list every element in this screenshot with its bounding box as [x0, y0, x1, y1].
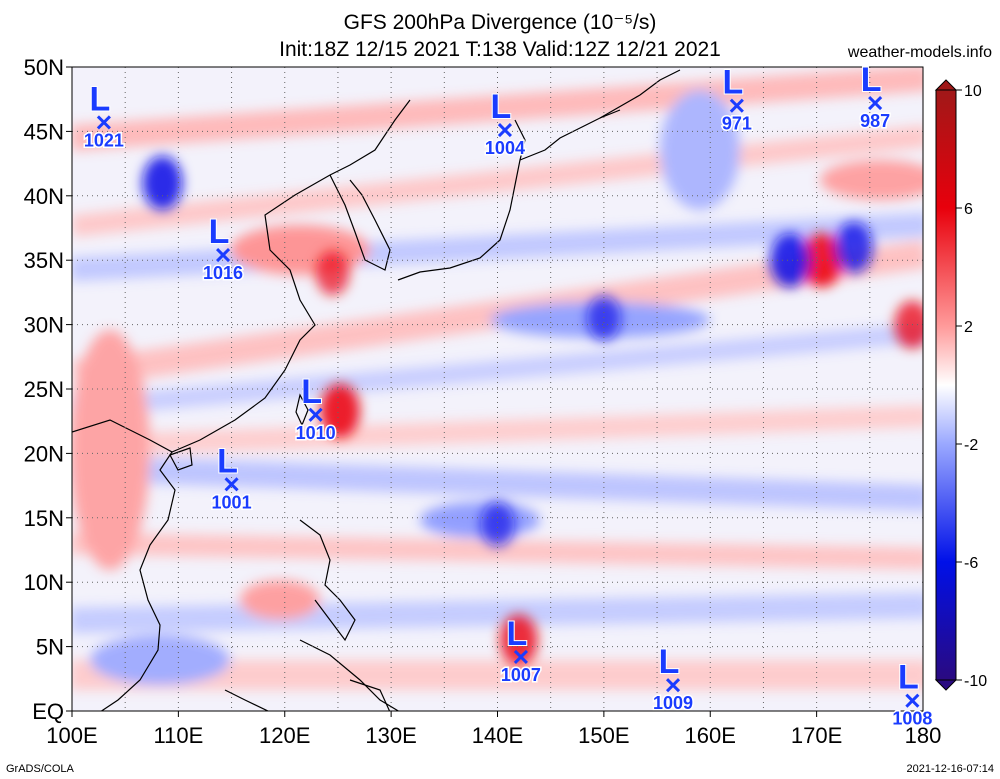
convergence-blob — [770, 233, 811, 288]
map-subtitle: Init:18Z 12/15 2021 T:138 Valid:12Z 12/2… — [279, 38, 721, 61]
graticule — [72, 67, 923, 711]
divergence-blob — [320, 383, 361, 438]
lat-tick-label: 25N — [24, 377, 64, 402]
convergence-blob — [480, 501, 515, 547]
low-pressure-label: 971 — [722, 114, 752, 134]
low-marker: L 987 — [859, 60, 892, 132]
colorbar-tick-label: 10 — [964, 83, 982, 100]
low-letter: L — [507, 615, 528, 653]
low-marker: L 1001 — [210, 441, 253, 514]
lon-tick-label: 140E — [472, 723, 523, 748]
low-pressure-label: 1021 — [84, 130, 124, 150]
low-pressure-label: 1016 — [203, 263, 243, 283]
lat-axis: EQ 5N 10N 15N 20N 25N 30N 35N 40N 45N 50N — [24, 55, 72, 724]
low-center-x — [497, 123, 513, 138]
map-title: GFS 200hPa Divergence (10⁻⁵/s) — [343, 11, 657, 34]
lat-tick-label: 50N — [24, 55, 64, 80]
low-letter: L — [491, 88, 512, 126]
low-letter: L — [90, 80, 111, 118]
low-marker: L 971 — [720, 63, 753, 136]
low-pressure-label: 1010 — [296, 423, 336, 443]
low-marker: L 1007 — [499, 614, 542, 687]
low-letter: L — [659, 643, 680, 681]
low-letter: L — [861, 61, 882, 99]
convergence-blob — [142, 155, 183, 210]
colorbar-tick-label: -2 — [964, 437, 978, 454]
low-center-x — [729, 98, 744, 113]
lat-tick-label: 10N — [24, 570, 64, 595]
low-pressure-label: 1007 — [501, 665, 541, 685]
low-marker: L 1010 — [294, 372, 337, 445]
footer-credit: GrADS/COLA — [6, 763, 74, 775]
colorbar-tick-label: -10 — [964, 673, 987, 690]
lon-tick-label: 130E — [365, 723, 416, 748]
low-center-x — [905, 693, 920, 708]
lon-tick-label: 100E — [46, 723, 97, 748]
pressure-lows: L 1021 L 1004 L 971 L 987 L 1016 L 1010 L 1001 L 1007 L 1… — [82, 60, 934, 731]
low-center-x — [224, 477, 239, 492]
lon-tick-label: 170E — [791, 723, 842, 748]
low-marker: L 1021 — [82, 79, 125, 152]
low-pressure-label: 987 — [860, 111, 890, 131]
divergence-blob — [499, 614, 538, 666]
colorbar-scale — [935, 89, 957, 681]
lon-tick-label: 180 — [905, 723, 942, 748]
low-letter: L — [301, 373, 322, 411]
lat-tick-label: 15N — [24, 506, 64, 531]
lat-tick-label: 20N — [24, 441, 64, 466]
low-center-x — [96, 115, 111, 130]
low-center-x — [308, 407, 323, 422]
footer-timestamp: 2021-12-16-07:14 — [906, 763, 994, 775]
low-marker: L 1004 — [483, 87, 526, 160]
low-letter: L — [209, 213, 230, 251]
convergence-blob — [834, 221, 873, 273]
low-letter: L — [898, 659, 919, 697]
low-pressure-label: 1004 — [485, 138, 525, 158]
lon-tick-label: 120E — [259, 723, 310, 748]
divergence-blob — [894, 300, 923, 349]
colorbar-tick-label: 6 — [964, 201, 973, 218]
low-pressure-label: 1008 — [892, 709, 932, 729]
low-marker: L 1009 — [651, 642, 694, 715]
low-marker: L 1008 — [891, 658, 934, 731]
low-center-x — [868, 96, 883, 111]
lon-tick-label: 150E — [578, 723, 629, 748]
low-center-x — [513, 649, 528, 664]
site-label: weather-models.info — [847, 44, 992, 61]
lat-tick-label: 35N — [24, 248, 64, 273]
lon-tick-label: 110E — [154, 723, 204, 748]
lon-tick-label: 160E — [685, 723, 736, 748]
convergence-blob — [586, 295, 621, 341]
lat-tick-label: 30N — [24, 313, 64, 338]
low-center-x — [665, 678, 681, 693]
low-marker: L 1016 — [202, 212, 245, 285]
low-pressure-label: 1001 — [212, 492, 252, 512]
divergence-blob — [315, 250, 350, 296]
colorbar-tick-label: -6 — [964, 555, 978, 572]
lon-axis: 100E 110E 120E 130E 140E 150E 160E 170E 180 — [46, 711, 941, 748]
lat-tick-label: 45N — [24, 119, 64, 144]
lat-tick-label: EQ — [32, 699, 64, 724]
low-pressure-label: 1009 — [653, 693, 693, 713]
coastlines — [72, 69, 681, 711]
colorbar: 10 6 2 -2 -6 -10 — [934, 79, 987, 691]
lat-tick-label: 5N — [36, 635, 64, 660]
divergence-blob — [801, 233, 842, 288]
lat-tick-label: 40N — [24, 184, 64, 209]
divergence-field — [72, 67, 923, 711]
colorbar-tick-label: 2 — [964, 319, 973, 336]
low-letter: L — [217, 442, 238, 480]
low-center-x — [215, 247, 231, 263]
low-letter: L — [722, 64, 743, 102]
